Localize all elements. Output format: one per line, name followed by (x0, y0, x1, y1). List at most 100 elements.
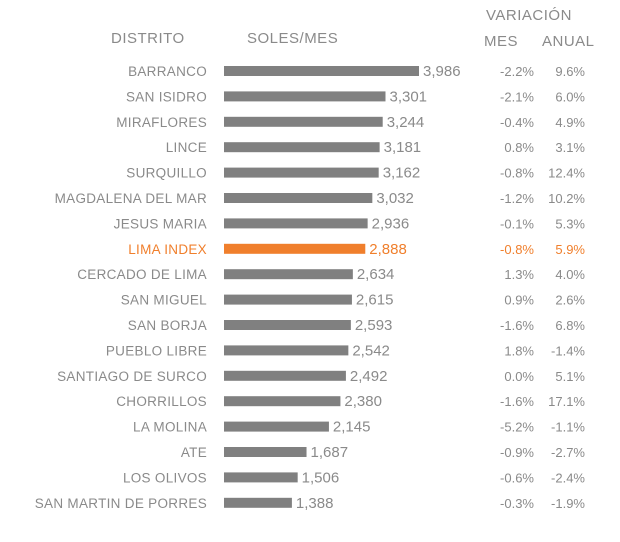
month-variation: -0.1% (500, 216, 534, 231)
value-label: 2,380 (344, 393, 382, 410)
month-variation: -2.1% (500, 89, 534, 104)
chart-row: BARRANCO 3,986 -2.2% 9.6% (128, 63, 585, 80)
bar (224, 497, 292, 508)
bar (224, 320, 351, 330)
bar (224, 345, 349, 356)
category-label: CHORRILLOS (116, 394, 207, 409)
annual-variation: -1.4% (551, 343, 585, 358)
month-variation: -0.4% (500, 115, 534, 130)
month-variation: -0.9% (500, 445, 534, 460)
bar (224, 193, 373, 203)
month-variation: -5.2% (500, 420, 534, 435)
category-label: LA MOLINA (133, 420, 207, 435)
annual-variation: 5.3% (555, 216, 585, 231)
chart-row: JESUS MARIA 2,936 -0.1% 5.3% (114, 215, 586, 232)
chart-row: MIRAFLORES 3,244 -0.4% 4.9% (116, 114, 585, 131)
bar (224, 269, 353, 280)
month-variation: -0.6% (500, 470, 534, 485)
header-month: MES (484, 33, 518, 50)
category-label: LINCE (166, 140, 207, 155)
annual-variation: 6.0% (555, 89, 585, 104)
category-label: PUEBLO LIBRE (106, 343, 207, 358)
value-label: 2,593 (355, 317, 393, 334)
value-label: 2,492 (350, 368, 388, 385)
annual-variation: 12.4% (548, 166, 585, 181)
category-label: MAGDALENA DEL MAR (55, 191, 207, 206)
category-label: SAN ISIDRO (126, 89, 207, 104)
value-label: 2,634 (357, 266, 395, 283)
category-label: BARRANCO (128, 64, 207, 79)
value-label: 1,388 (296, 495, 334, 512)
value-label: 2,542 (352, 342, 390, 359)
bar (224, 421, 329, 432)
value-label: 1,506 (302, 469, 340, 486)
value-label: 1,687 (311, 444, 349, 461)
category-label: SAN MIGUEL (121, 293, 207, 308)
annual-variation: -1.9% (551, 496, 585, 511)
month-variation: -0.8% (500, 166, 534, 181)
category-label: SURQUILLO (126, 166, 207, 181)
chart-row: LOS OLIVOS 1,506 -0.6% -2.4% (123, 469, 585, 486)
chart-row: ATE 1,687 -0.9% -2.7% (181, 444, 586, 461)
category-label: SAN MARTIN DE PORRES (35, 496, 207, 511)
month-variation: -1.2% (500, 191, 534, 206)
chart-row: MAGDALENA DEL MAR 3,032 -1.2% 10.2% (55, 190, 586, 207)
category-label: LOS OLIVOS (123, 470, 207, 485)
category-label: ATE (181, 445, 207, 460)
value-label: 3,244 (387, 114, 425, 131)
chart-row: SANTIAGO DE SURCO 2,492 0.0% 5.1% (57, 368, 585, 385)
value-label: 2,888 (369, 241, 407, 258)
header-annual: ANUAL (542, 33, 595, 50)
month-variation: 1.8% (504, 343, 534, 358)
category-label: JESUS MARIA (114, 216, 207, 231)
bar (224, 396, 341, 407)
chart-row: CHORRILLOS 2,380 -1.6% 17.1% (116, 393, 585, 410)
chart-row: CERCADO DE LIMA 2,634 1.3% 4.0% (77, 266, 585, 283)
bar (224, 218, 368, 229)
annual-variation: 3.1% (555, 140, 585, 155)
month-variation: 0.0% (504, 369, 534, 384)
annual-variation: 5.9% (555, 242, 585, 257)
annual-variation: 9.6% (555, 64, 585, 79)
chart-row: SAN MARTIN DE PORRES 1,388 -0.3% -1.9% (35, 495, 586, 512)
chart-row: SAN MIGUEL 2,615 0.9% 2.6% (121, 292, 586, 309)
annual-variation: 10.2% (548, 191, 585, 206)
value-label: 2,145 (333, 419, 371, 436)
category-label: SAN BORJA (128, 318, 207, 333)
chart-row: LINCE 3,181 0.8% 3.1% (166, 139, 586, 156)
annual-variation: -2.4% (551, 470, 585, 485)
month-variation: -1.6% (500, 318, 534, 333)
annual-variation: 17.1% (548, 394, 585, 409)
month-variation: 0.9% (504, 293, 534, 308)
value-label: 3,032 (376, 190, 414, 207)
header-variation: VARIACIÓN (486, 7, 572, 24)
value-label: 2,615 (356, 292, 394, 309)
bar (224, 142, 380, 153)
bar (224, 370, 346, 381)
chart-row: SURQUILLO 3,162 -0.8% 12.4% (126, 165, 585, 182)
bar (224, 243, 366, 254)
category-label: SANTIAGO DE SURCO (57, 369, 207, 384)
header-value: SOLES/MES (247, 30, 338, 47)
month-variation: -2.2% (500, 64, 534, 79)
month-variation: -1.6% (500, 394, 534, 409)
bar (224, 472, 298, 483)
bar (224, 447, 307, 457)
annual-variation: -1.1% (551, 420, 585, 435)
month-variation: -0.3% (500, 496, 534, 511)
chart-row: PUEBLO LIBRE 2,542 1.8% -1.4% (106, 342, 586, 359)
annual-variation: -2.7% (551, 445, 585, 460)
annual-variation: 6.8% (555, 318, 585, 333)
chart-row: LIMA INDEX 2,888 -0.8% 5.9% (128, 241, 585, 258)
category-label: MIRAFLORES (116, 115, 207, 130)
header-district: DISTRITO (111, 30, 185, 47)
bar (224, 294, 352, 305)
value-label: 3,986 (423, 63, 461, 80)
bar (224, 66, 419, 76)
annual-variation: 4.0% (555, 267, 585, 282)
bar (224, 91, 386, 102)
category-label: LIMA INDEX (128, 242, 207, 257)
month-variation: 1.3% (504, 267, 534, 282)
chart-rows: BARRANCO 3,986 -2.2% 9.6% SAN ISIDRO 3,301 -2.… (35, 63, 586, 512)
